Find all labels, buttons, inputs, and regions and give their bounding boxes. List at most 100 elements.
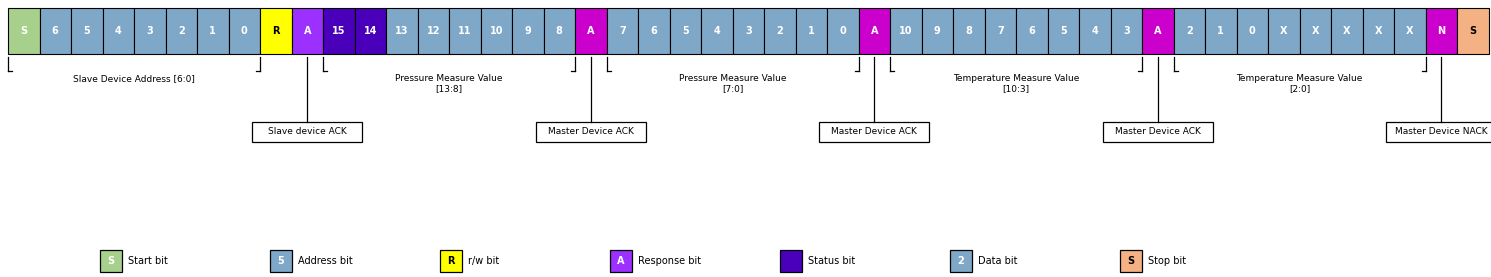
Bar: [780, 250, 802, 272]
Text: Response bit: Response bit: [638, 256, 701, 266]
Bar: [511, 8, 544, 54]
Bar: [819, 122, 929, 142]
Text: X: X: [1343, 26, 1351, 36]
Text: 5: 5: [83, 26, 89, 36]
Bar: [449, 8, 480, 54]
Bar: [1173, 8, 1205, 54]
Bar: [1425, 8, 1457, 54]
Bar: [7, 8, 39, 54]
Text: 12: 12: [426, 26, 440, 36]
Text: 0: 0: [1249, 26, 1255, 36]
Text: Data bit: Data bit: [978, 256, 1017, 266]
Text: 9: 9: [933, 26, 941, 36]
Bar: [669, 8, 701, 54]
Bar: [1363, 8, 1394, 54]
Bar: [576, 8, 607, 54]
Text: R: R: [447, 256, 455, 266]
Bar: [1111, 8, 1142, 54]
Bar: [535, 122, 646, 142]
Bar: [1457, 8, 1488, 54]
Bar: [544, 8, 576, 54]
Bar: [1331, 8, 1363, 54]
Text: 6: 6: [52, 26, 58, 36]
Text: 10: 10: [899, 26, 912, 36]
Text: 0: 0: [242, 26, 248, 36]
Bar: [103, 8, 134, 54]
Text: S: S: [107, 256, 115, 266]
Text: 6: 6: [650, 26, 658, 36]
Text: 14: 14: [364, 26, 377, 36]
Text: 0: 0: [839, 26, 845, 36]
Text: 8: 8: [556, 26, 562, 36]
Bar: [607, 8, 638, 54]
Text: Temperature Measure Value
[10:3]: Temperature Measure Value [10:3]: [953, 74, 1079, 93]
Text: 9: 9: [525, 26, 531, 36]
Text: r/w bit: r/w bit: [468, 256, 499, 266]
Bar: [480, 8, 511, 54]
Text: Slave Device Address [6:0]: Slave Device Address [6:0]: [73, 74, 195, 83]
Text: 5: 5: [681, 26, 689, 36]
Text: Slave device ACK: Slave device ACK: [268, 127, 346, 137]
Text: 6: 6: [1029, 26, 1035, 36]
Text: A: A: [1154, 26, 1161, 36]
Bar: [1236, 8, 1267, 54]
Bar: [72, 8, 103, 54]
Text: 15: 15: [332, 26, 346, 36]
Text: S: S: [1469, 26, 1476, 36]
Text: 8: 8: [965, 26, 972, 36]
Text: X: X: [1406, 26, 1413, 36]
Bar: [732, 8, 763, 54]
Bar: [796, 8, 828, 54]
Bar: [1120, 250, 1142, 272]
Text: Master Device ACK: Master Device ACK: [547, 127, 634, 137]
Text: R: R: [271, 26, 279, 36]
Bar: [1103, 122, 1212, 142]
Bar: [763, 8, 796, 54]
Bar: [984, 8, 1015, 54]
Text: 7: 7: [619, 26, 626, 36]
Bar: [386, 8, 417, 54]
Bar: [259, 8, 292, 54]
Bar: [1394, 8, 1425, 54]
Text: 1: 1: [1217, 26, 1224, 36]
Text: Stop bit: Stop bit: [1148, 256, 1187, 266]
Text: A: A: [617, 256, 625, 266]
Bar: [166, 8, 197, 54]
Bar: [1142, 8, 1173, 54]
Text: Address bit: Address bit: [298, 256, 353, 266]
Text: 5: 5: [1060, 26, 1066, 36]
Bar: [1048, 8, 1079, 54]
Text: 2: 2: [177, 26, 185, 36]
Bar: [701, 8, 732, 54]
Text: 4: 4: [115, 26, 122, 36]
Text: Pressure Measure Value
[13:8]: Pressure Measure Value [13:8]: [395, 74, 502, 93]
Text: 11: 11: [458, 26, 471, 36]
Text: 2: 2: [777, 26, 783, 36]
Bar: [859, 8, 890, 54]
Bar: [134, 8, 166, 54]
Bar: [1015, 8, 1048, 54]
Bar: [828, 8, 859, 54]
Text: Master Device ACK: Master Device ACK: [832, 127, 917, 137]
Text: X: X: [1279, 26, 1288, 36]
Text: A: A: [304, 26, 312, 36]
Bar: [39, 8, 72, 54]
Text: 1: 1: [209, 26, 216, 36]
Bar: [100, 250, 122, 272]
Text: Master Device ACK: Master Device ACK: [1115, 127, 1200, 137]
Bar: [1300, 8, 1331, 54]
Bar: [292, 8, 324, 54]
Bar: [950, 250, 972, 272]
Text: N: N: [1437, 26, 1445, 36]
Text: A: A: [871, 26, 878, 36]
Bar: [355, 8, 386, 54]
Bar: [921, 8, 953, 54]
Text: Start bit: Start bit: [128, 256, 168, 266]
Text: X: X: [1312, 26, 1320, 36]
Text: 7: 7: [997, 26, 1003, 36]
Text: 10: 10: [489, 26, 502, 36]
Bar: [1387, 122, 1491, 142]
Text: 13: 13: [395, 26, 409, 36]
Bar: [1079, 8, 1111, 54]
Bar: [270, 250, 292, 272]
